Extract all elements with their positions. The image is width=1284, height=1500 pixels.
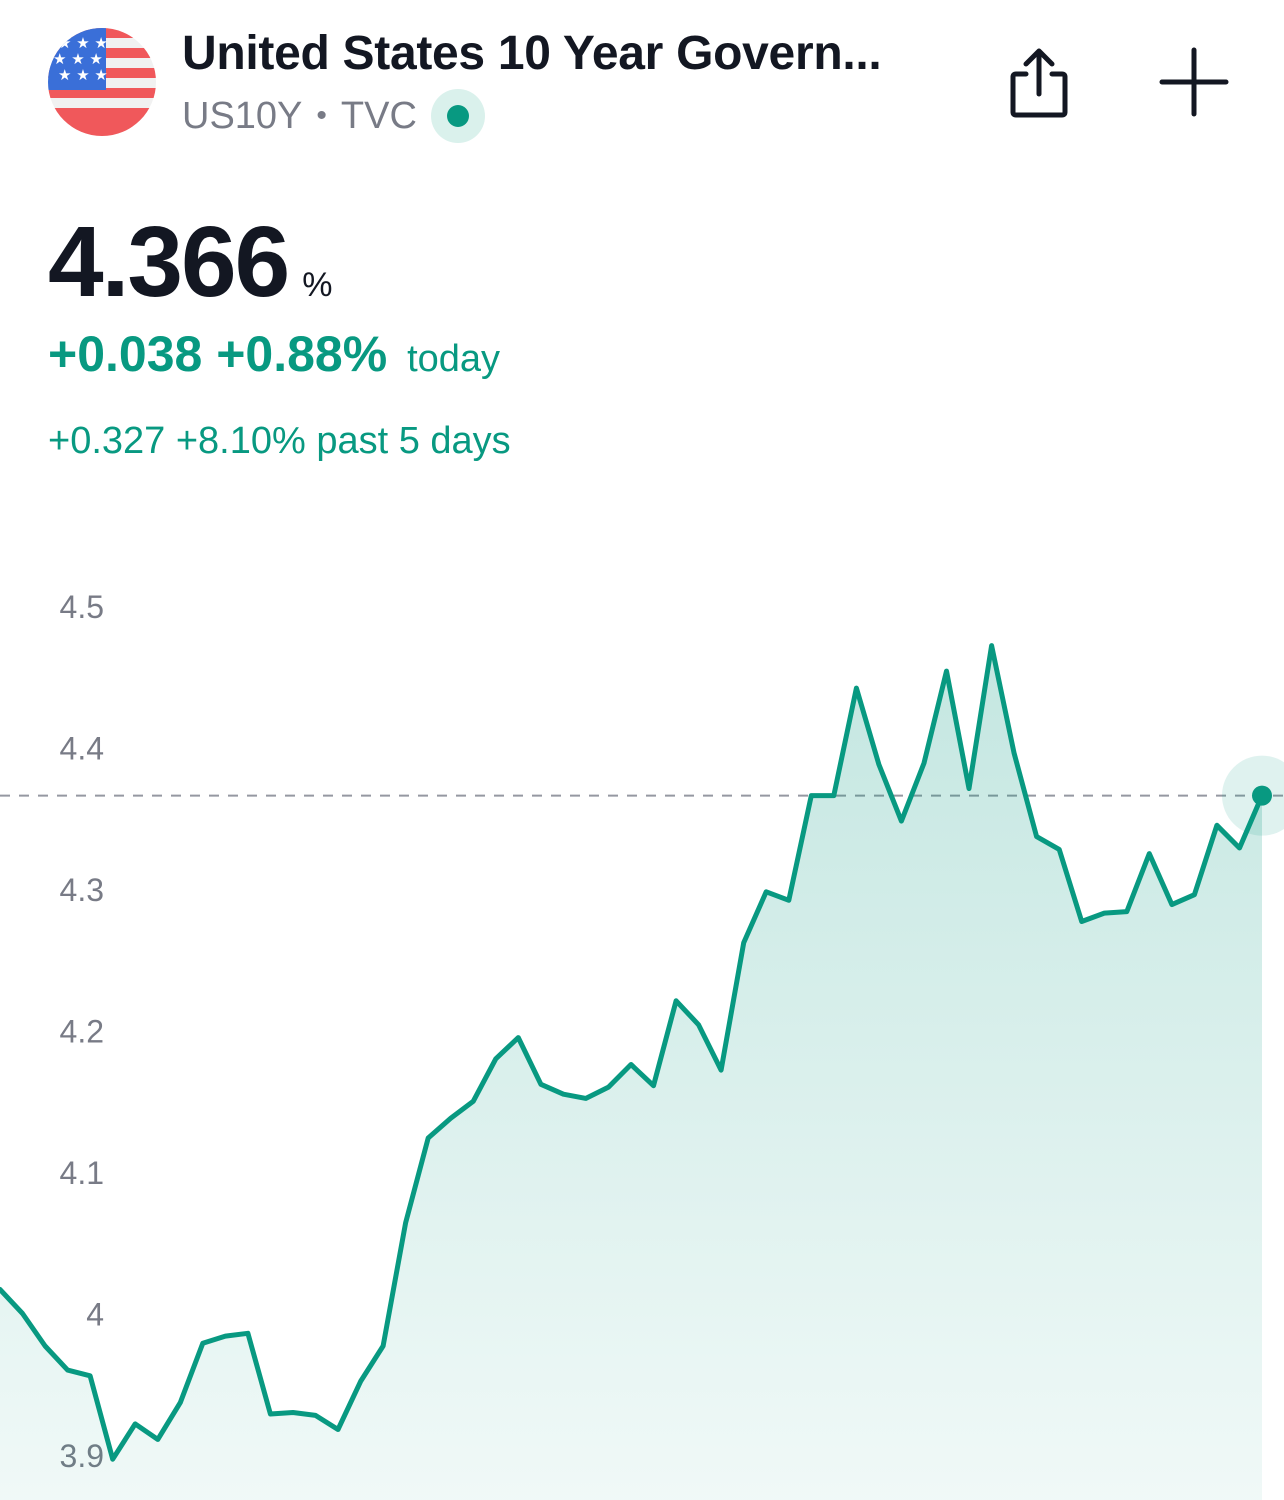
data-point [335,1427,341,1433]
data-point [989,643,995,649]
us-flag-icon: ★ ★ ★ ★ ★ ★ ★ ★ ★ [48,28,156,136]
data-point [944,668,950,674]
daily-change: +0.038 +0.88% today [48,325,500,383]
svg-text:★ ★ ★: ★ ★ ★ [58,34,108,52]
price-display: 4.366% [48,205,332,320]
last-price-dot [1252,785,1272,806]
data-point [763,889,769,895]
data-point [313,1412,319,1418]
data-point [380,1343,386,1349]
data-point [583,1095,589,1101]
data-point [921,760,927,766]
y-axis: 4.54.44.34.24.143.9 [48,589,110,1481]
data-point [560,1091,566,1097]
y-tick-label: 4.3 [60,872,104,908]
data-point [853,685,859,691]
data-point [718,1067,724,1073]
data-point [470,1098,476,1104]
data-point [1011,750,1017,756]
data-point [493,1056,499,1062]
data-point [1124,909,1130,915]
price-chart[interactable]: 4.54.44.34.24.143.9 [0,540,1284,1500]
data-point [42,1343,48,1349]
data-point [155,1436,161,1442]
data-point [1056,846,1062,852]
ticker-symbol: US10Y [182,94,303,137]
data-point [876,762,882,768]
data-point [1169,902,1175,908]
symbol-subtitle: US10Y • TVC [182,89,485,143]
last-price: 4.366 [48,206,290,318]
data-point [696,1022,702,1028]
data-point [1214,822,1220,828]
data-point [448,1115,454,1121]
data-point [628,1062,634,1068]
price-unit: % [302,266,333,304]
data-point [1146,851,1152,857]
data-point [515,1035,521,1041]
header: ★ ★ ★ ★ ★ ★ ★ ★ ★ United States 10 Year … [0,0,1284,160]
data-point [200,1340,206,1346]
exchange-name: TVC [340,94,417,137]
data-point [1079,919,1085,925]
symbol-title: United States 10 Year Govern... [182,27,882,80]
data-point [606,1084,612,1090]
data-point [245,1330,251,1336]
data-point [87,1373,93,1379]
data-point [538,1081,544,1087]
price-area-fill [0,645,1262,1500]
five-day-change: +0.327 +8.10% past 5 days [48,420,511,462]
y-tick-label: 4.1 [60,1155,104,1191]
share-icon [1010,48,1068,118]
data-point [1237,845,1243,851]
data-point [673,998,679,1004]
live-dot-icon [446,105,469,127]
data-point [425,1135,431,1141]
y-tick-label: 4.2 [60,1014,104,1050]
data-point [831,793,837,799]
data-point [110,1456,116,1462]
plus-icon [1159,47,1229,117]
data-point [177,1400,183,1406]
data-point [132,1421,138,1427]
separator: • [316,99,327,132]
data-point [741,940,747,946]
daily-change-value: +0.038 +0.88% [48,326,388,382]
y-tick-label: 4.5 [60,589,104,625]
add-to-watchlist-button[interactable] [1158,46,1230,118]
y-tick-label: 4 [86,1297,104,1333]
data-point [786,897,792,903]
daily-change-label: today [407,338,501,380]
svg-text:★ ★ ★: ★ ★ ★ [58,66,108,84]
data-point [808,793,814,799]
price-line [0,643,1265,1462]
data-point [65,1367,71,1373]
data-point [898,818,904,824]
data-point [20,1311,26,1317]
svg-text:★ ★ ★: ★ ★ ★ [53,50,103,68]
data-point [267,1411,273,1417]
data-point [358,1378,364,1384]
data-point [403,1220,409,1226]
market-open-indicator [430,89,485,143]
data-point [966,786,972,792]
data-point [651,1083,657,1089]
data-point [222,1333,228,1339]
share-button[interactable] [1004,46,1074,122]
data-point [1034,834,1040,840]
y-tick-label: 4.4 [60,731,104,767]
data-point [1191,892,1197,898]
data-point [290,1410,296,1416]
data-point [1101,910,1107,916]
